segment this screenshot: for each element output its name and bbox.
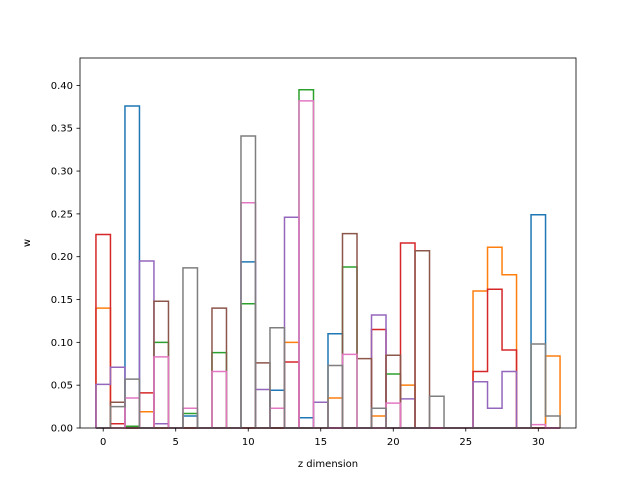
y-tick-label: 0.25 (51, 209, 73, 220)
x-tick-label: 15 (314, 437, 327, 448)
y-tick-label: 0.40 (51, 81, 73, 92)
x-tick-label: 30 (532, 437, 545, 448)
y-tick-label: 0.05 (51, 381, 73, 392)
x-axis-ticks: 0 5 10 15 20 25 30 (100, 428, 545, 448)
x-tick-label: 5 (173, 437, 179, 448)
y-axis-label: w (22, 239, 33, 247)
x-tick-label: 0 (100, 437, 106, 448)
x-axis-label: z dimension (298, 459, 358, 470)
x-tick-label: 10 (242, 437, 255, 448)
y-axis-ticks: 0.00 0.05 0.10 0.15 0.20 0.25 0.30 0.35 0.40 (51, 81, 80, 435)
y-tick-label: 0.30 (51, 167, 73, 178)
x-tick-label: 25 (459, 437, 472, 448)
x-tick-label: 20 (387, 437, 400, 448)
y-tick-label: 0.35 (51, 124, 73, 135)
y-tick-label: 0.00 (51, 424, 73, 435)
y-tick-label: 0.10 (51, 338, 73, 349)
y-tick-label: 0.20 (51, 252, 73, 263)
y-tick-label: 0.15 (51, 295, 73, 306)
plot-frame (79, 57, 577, 429)
